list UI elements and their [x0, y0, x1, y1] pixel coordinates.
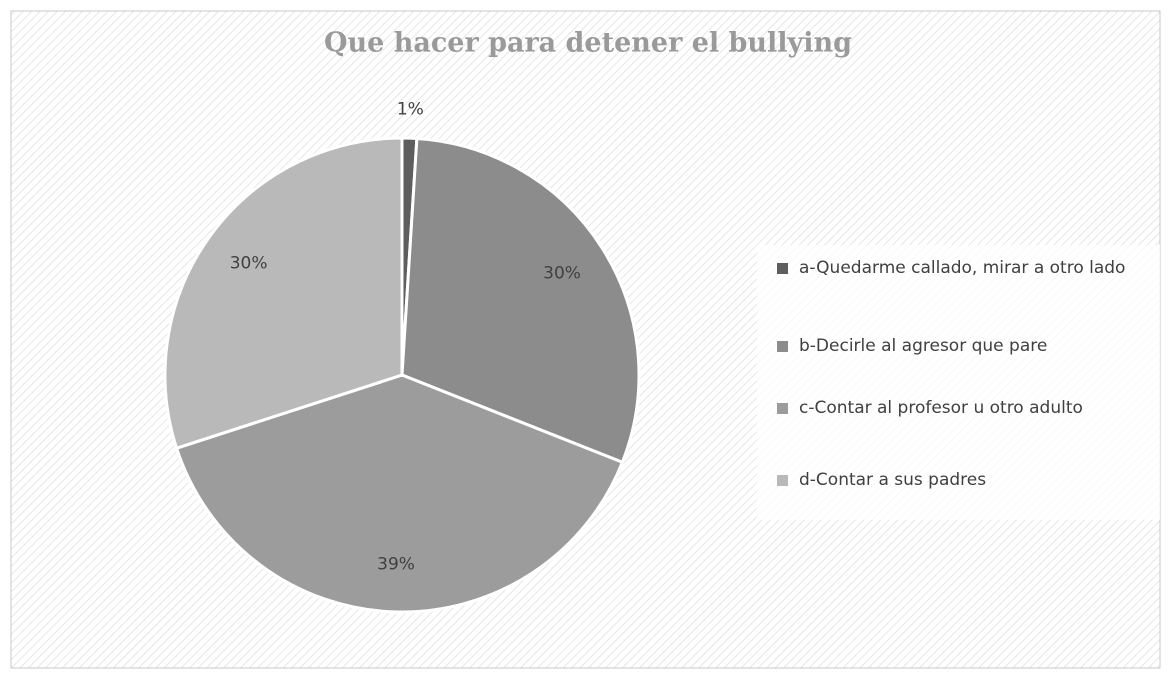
data-label: 1%	[397, 100, 424, 120]
legend-swatch	[777, 341, 788, 352]
legend-label: c-Contar al profesor u otro adulto	[799, 398, 1083, 418]
pie-slice	[400, 136, 641, 465]
legend-label: d-Contar a sus padres	[799, 470, 987, 490]
legend-entry: a-Quedarme callado, mirar a otro lado	[777, 255, 1167, 281]
legend: a-Quedarme callado, mirar a otro lado b-D…	[757, 245, 1160, 520]
legend-entry: b-Decirle al agresor que pare	[777, 333, 1167, 359]
pie-slice	[163, 136, 404, 451]
legend-label: a-Quedarme callado, mirar a otro lado	[799, 258, 1126, 278]
legend-swatch	[777, 475, 788, 486]
chart-title: Que hacer para detener el bullying	[324, 28, 852, 59]
legend-label: b-Decirle al agresor que pare	[799, 336, 1048, 356]
legend-entry: d-Contar a sus padres	[777, 467, 1167, 493]
data-label: 30%	[230, 254, 268, 274]
data-label: 30%	[543, 263, 581, 283]
data-label: 39%	[377, 555, 415, 575]
legend-swatch	[777, 403, 788, 414]
legend-entry: c-Contar al profesor u otro adulto	[777, 395, 1167, 421]
legend-swatch	[777, 263, 788, 274]
pie-slice	[174, 373, 625, 614]
